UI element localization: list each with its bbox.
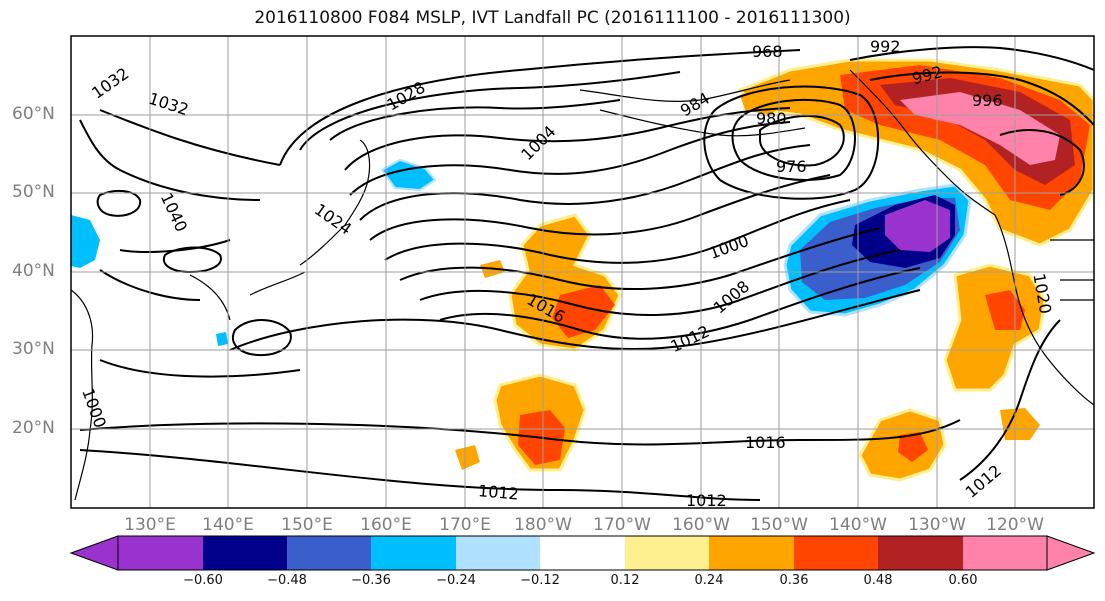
colorbar-segment [709,536,794,570]
isobar-label: 976 [776,157,807,176]
colorbar-tick-label: −0.60 [183,573,223,588]
lon-label: 160°E [360,515,412,535]
colorbar [69,535,1096,571]
coastlines [71,69,1094,501]
colorbar-tick-label: −0.48 [267,573,307,588]
isobar-label: 1016 [745,433,786,452]
colorbar-tick-label: −0.12 [520,573,560,588]
lon-label: 150°E [281,515,333,535]
isobar-label: 996 [972,91,1003,110]
isobar-label: 992 [870,37,901,56]
lat-label: 60°N [12,104,55,124]
map-frame [70,35,1095,509]
colorbar-segment [878,536,963,570]
isobar-label: 968 [752,42,783,61]
colorbar-tick-label: 0.36 [779,573,809,588]
colorbar-low-extend [69,535,119,571]
lat-label: 50°N [12,182,55,202]
colorbar-segment [287,536,371,570]
lon-label: 170°E [439,515,491,535]
colorbar-segment [371,536,456,570]
lon-label: 170°W [593,515,651,535]
ivt-negative-shading [71,158,972,346]
colorbar-tick-label: 0.60 [948,573,978,588]
colorbar-segment [540,536,625,570]
colorbar-segment [118,536,203,570]
colorbar-segment [963,536,1047,570]
lon-label: 130°W [908,515,966,535]
isobar-label: 1012 [686,491,727,510]
colorbar-segment [625,536,709,570]
colorbar-segment [794,536,878,570]
graticule [71,36,1094,508]
colorbar-high-extend [1046,535,1096,571]
isobar-label: 980 [756,109,787,128]
lat-label: 20°N [12,418,55,438]
colorbar-tick-label: −0.36 [351,573,391,588]
lon-label: 140°W [829,515,887,535]
lon-label: 180°W [514,515,572,535]
colorbar-tick-label: 0.48 [863,573,893,588]
lon-label: 150°W [750,515,808,535]
chart-title: 2016110800 F084 MSLP, IVT Landfall PC (2… [254,8,851,28]
colorbar-tick-label: −0.24 [436,573,476,588]
ivt-positive-shading [455,58,1094,482]
lon-label: 120°W [986,515,1044,535]
colorbar-segment [203,536,287,570]
colorbar-tick-label: 0.12 [610,573,640,588]
lon-label: 140°E [202,515,254,535]
isobar-label: 1012 [477,481,519,503]
lat-label: 30°N [12,339,55,359]
lon-label: 160°W [672,515,730,535]
lon-label: 130°E [124,515,176,535]
colorbar-segment [456,536,540,570]
lat-label: 40°N [12,261,55,281]
colorbar-tick-label: 0.24 [694,573,724,588]
